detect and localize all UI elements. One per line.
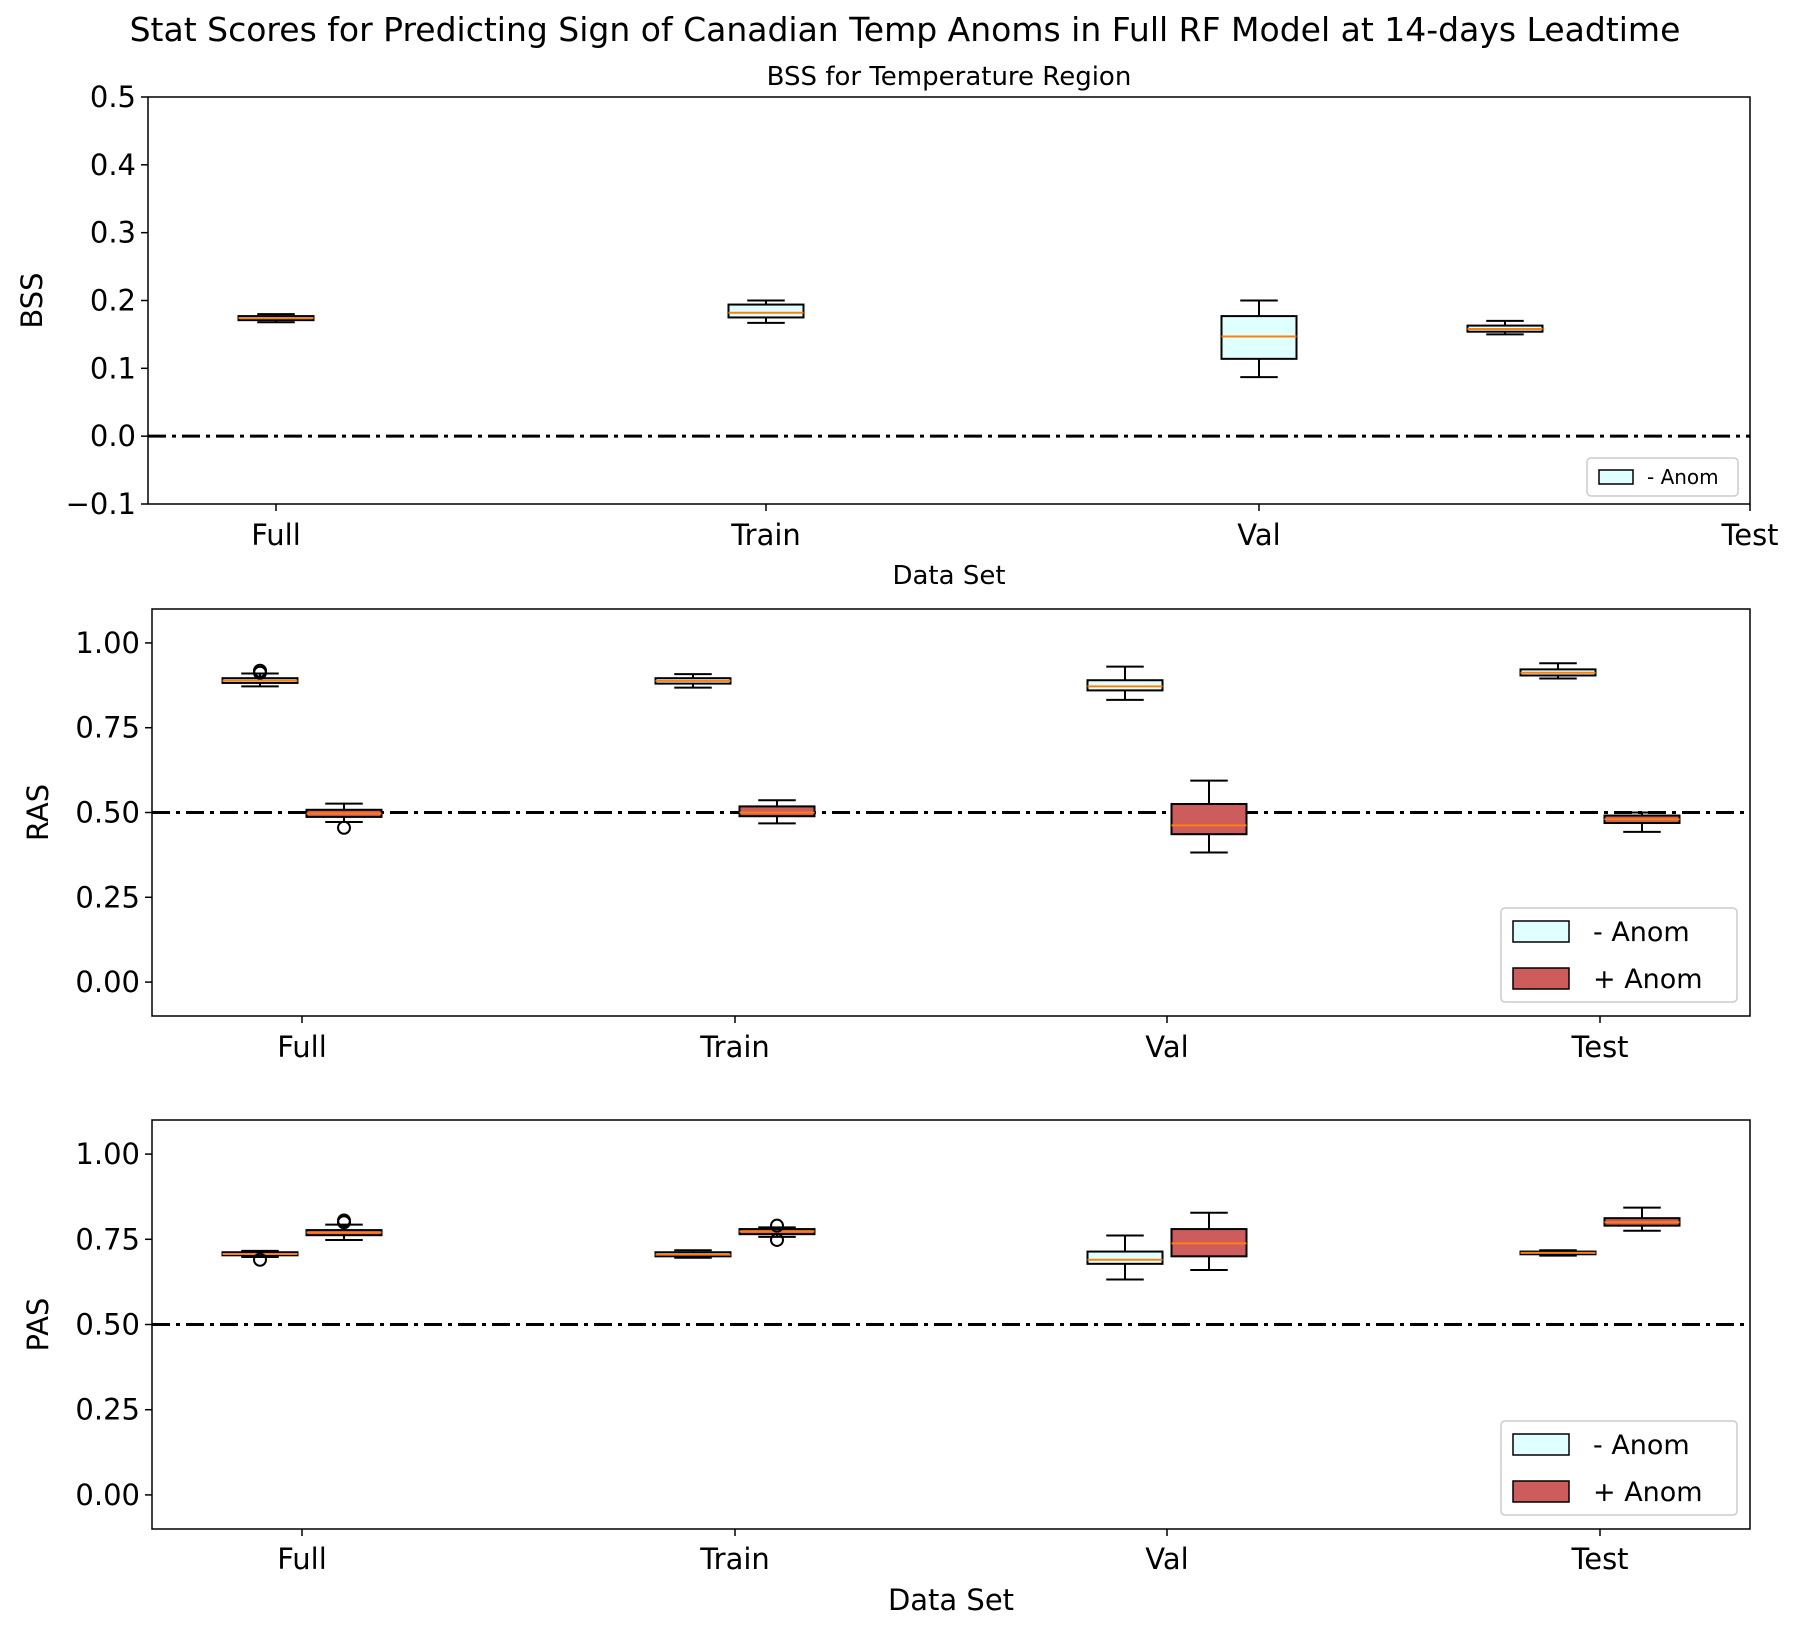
box-full-pos <box>305 1213 383 1241</box>
box-body <box>1170 803 1248 836</box>
box-test-neg <box>1519 662 1597 680</box>
y-tick-label: −0.1 <box>66 487 136 521</box>
y-tick-label: 0.5 <box>90 80 136 114</box>
legend-label: + Anom <box>1593 964 1703 995</box>
box-test-pos <box>1603 811 1681 833</box>
y-tick-label: 0.0 <box>90 419 136 453</box>
flier-point <box>337 1213 351 1228</box>
y-axis-label: RAS <box>21 784 55 841</box>
axes-frame <box>151 608 1751 1017</box>
box-train-neg <box>727 299 805 324</box>
legend-label: + Anom <box>1593 1477 1703 1508</box>
x-tick-label: Train <box>699 1542 770 1576</box>
x-tick-label: Val <box>1145 1030 1188 1064</box>
x-axis-label: Data Set <box>892 561 1005 591</box>
figure-title: Stat Scores for Predicting Sign of Canad… <box>130 10 1681 49</box>
box-train-neg <box>654 673 732 689</box>
flier-point <box>337 820 351 835</box>
legend-label: - Anom <box>1593 1430 1690 1461</box>
axes-frame <box>147 96 1751 505</box>
y-tick-label: 0.50 <box>75 1308 140 1342</box>
legend: - Anom <box>1586 457 1739 497</box>
box-train-neg <box>654 1249 732 1259</box>
x-tick-label: Train <box>699 1030 770 1064</box>
y-tick-label: 0.25 <box>75 880 140 914</box>
y-tick-label: 0.4 <box>90 148 136 182</box>
y-tick-label: 0.2 <box>90 284 136 318</box>
box-test-neg <box>1519 1249 1597 1257</box>
box-val-neg <box>1220 299 1298 379</box>
box-test-pos <box>1603 1206 1681 1232</box>
box-val-pos <box>1170 779 1248 854</box>
legend-swatch <box>1512 1433 1570 1456</box>
legend: - Anom + Anom <box>1500 1420 1738 1516</box>
box-val-neg <box>1086 1234 1164 1281</box>
x-tick-label: Full <box>277 1030 327 1064</box>
box-body <box>1086 679 1164 692</box>
legend-swatch <box>1512 1480 1570 1503</box>
legend-label: - Anom <box>1593 917 1690 948</box>
x-tick-label: Full <box>251 518 301 552</box>
y-tick-label: 1.00 <box>75 1137 140 1171</box>
legend: - Anom + Anom <box>1500 907 1738 1003</box>
x-axis-label: Data Set <box>888 1583 1014 1617</box>
flier-point <box>253 665 267 680</box>
box-body <box>1086 1250 1164 1265</box>
legend-swatch <box>1598 469 1634 485</box>
y-tick-label: 1.00 <box>75 626 140 660</box>
flier-point <box>770 1218 784 1233</box>
axes-frame <box>151 1119 1751 1530</box>
x-tick-label: Val <box>1237 518 1280 552</box>
legend-label: - Anom <box>1647 465 1719 489</box>
y-tick-label: 0.3 <box>90 216 136 250</box>
panel-title: BSS for Temperature Region <box>767 62 1132 92</box>
y-tick-label: 0.50 <box>75 796 140 830</box>
y-tick-label: 0.00 <box>75 965 140 999</box>
box-full-pos <box>305 802 383 835</box>
flier-point <box>253 1252 267 1267</box>
x-tick-label: Train <box>730 518 801 552</box>
y-axis-label: PAS <box>21 1298 55 1352</box>
x-tick-label: Test <box>1570 1030 1628 1064</box>
box-train-pos <box>738 799 816 825</box>
box-full-neg <box>221 663 299 688</box>
y-tick-label: 0.1 <box>90 351 136 385</box>
y-axis-label: BSS <box>15 272 49 328</box>
legend-swatch <box>1512 920 1570 943</box>
box-body <box>1220 315 1298 360</box>
box-train-pos <box>738 1218 816 1247</box>
box-val-neg <box>1086 665 1164 701</box>
x-tick-label: Test <box>1720 518 1778 552</box>
box-body <box>738 805 816 818</box>
box-val-test-neg <box>1466 319 1544 336</box>
y-tick-label: 0.00 <box>75 1478 140 1512</box>
box-val-pos <box>1170 1211 1248 1271</box>
y-tick-label: 0.75 <box>75 1222 140 1256</box>
box-full-neg <box>221 1249 299 1267</box>
box-full-neg <box>237 313 315 324</box>
flier-point <box>770 1232 784 1247</box>
chart-panel-2: 0.00 0.25 0.50 0.75 1.00 Full Train Val Test RAS -… <box>21 608 1751 1064</box>
legend-frame <box>1586 457 1739 497</box>
y-tick-label: 0.75 <box>75 711 140 745</box>
box-body <box>727 303 805 319</box>
chart-panel-1: BSS for Temperature Region −0.1 0.0 0.1 0.2 0… <box>15 62 1779 591</box>
x-tick-label: Test <box>1570 1542 1628 1576</box>
x-tick-label: Val <box>1145 1542 1188 1576</box>
chart-panel-3: 0.00 0.25 0.50 0.75 1.00 Full Train Val Test Data… <box>21 1119 1751 1617</box>
x-tick-label: Full <box>277 1542 327 1576</box>
y-tick-label: 0.25 <box>75 1393 140 1427</box>
legend-swatch <box>1512 967 1570 990</box>
